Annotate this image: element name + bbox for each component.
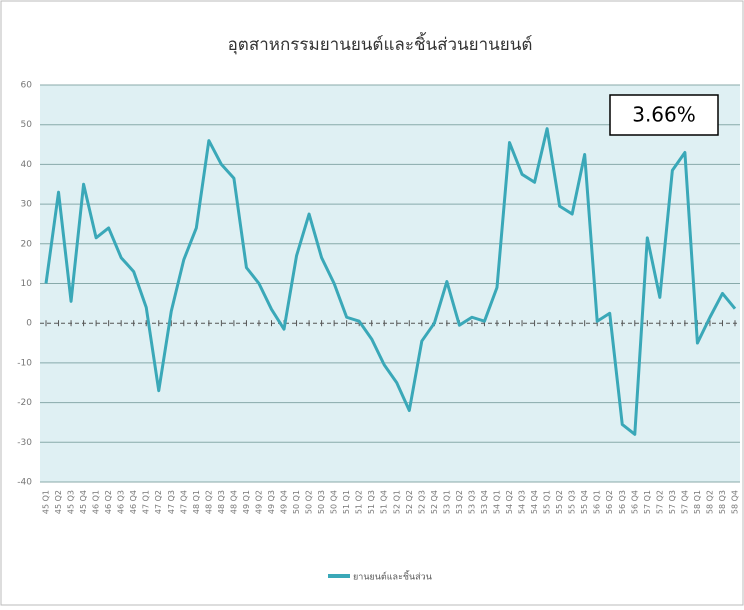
series-line — [44, 127, 737, 436]
y-tick-label: 50 — [21, 120, 33, 130]
x-tick-label: 52 Q1 — [392, 490, 401, 514]
x-tick-label: 52 Q3 — [417, 490, 426, 514]
y-tick-label: -30 — [17, 438, 32, 448]
x-tick-label: 54 Q1 — [492, 490, 501, 514]
x-tick-label: 47 Q2 — [154, 490, 163, 514]
y-tick-label: 0 — [26, 319, 32, 329]
x-tick-label: 55 Q4 — [580, 490, 589, 514]
x-tick-label: 58 Q4 — [731, 490, 740, 514]
x-tick-label: 47 Q4 — [179, 490, 188, 514]
annotation: 3.66% — [632, 103, 696, 127]
x-tick-label: 47 Q3 — [167, 490, 176, 514]
x-tick-label: 52 Q4 — [430, 490, 439, 514]
x-tick-label: 55 Q1 — [543, 490, 552, 514]
x-tick-label: 48 Q4 — [229, 490, 238, 514]
y-tick-label: -10 — [17, 358, 32, 368]
chart-title: อุตสาหกรรมยานยนต์และชิ้นส่วนยานยนต์ — [228, 32, 533, 55]
y-tick-label: -20 — [17, 398, 32, 408]
y-tick-label: 60 — [21, 81, 33, 91]
x-tick-label: 54 Q2 — [505, 490, 514, 514]
x-tick-label: 51 Q3 — [367, 490, 376, 514]
x-tick-label: 58 Q3 — [718, 490, 727, 514]
x-tick-label: 45 Q3 — [67, 490, 76, 514]
x-tick-label: 50 Q2 — [305, 490, 314, 514]
x-tick-label: 51 Q2 — [355, 490, 364, 514]
x-tick-label: 50 Q3 — [317, 490, 326, 514]
x-tick-label: 55 Q3 — [568, 490, 577, 514]
x-tick-label: 57 Q2 — [655, 490, 664, 514]
x-tick-label: 48 Q3 — [217, 490, 226, 514]
x-tick-label: 48 Q2 — [204, 490, 213, 514]
x-tick-label: 48 Q1 — [192, 490, 201, 514]
x-tick-label: 56 Q4 — [630, 490, 639, 514]
x-tick-label: 58 Q2 — [705, 490, 714, 514]
x-tick-label: 47 Q1 — [142, 490, 151, 514]
x-tick-label: 45 Q2 — [54, 490, 63, 514]
annotation-box — [609, 94, 719, 136]
x-tick-label: 57 Q1 — [643, 490, 652, 514]
x-tick-label: 54 Q4 — [530, 490, 539, 514]
y-tick-label: 10 — [21, 279, 33, 289]
x-tick-label: 49 Q3 — [267, 490, 276, 514]
x-tick-label: 49 Q1 — [242, 490, 251, 514]
x-tick-label: 49 Q4 — [280, 490, 289, 514]
x-tick-label: 53 Q2 — [455, 490, 464, 514]
x-tick-label: 46 Q3 — [117, 490, 126, 514]
legend-label: ยานยนต์และชิ้นส่วน — [353, 570, 432, 583]
x-tick-label: 51 Q1 — [342, 490, 351, 514]
x-tick-label: 58 Q1 — [693, 490, 702, 514]
x-tick-label: 46 Q1 — [92, 490, 101, 514]
x-tick-label: 46 Q2 — [104, 490, 113, 514]
x-tick-label: 53 Q1 — [442, 490, 451, 514]
x-tick-label: 53 Q3 — [467, 490, 476, 514]
x-tick-label: 46 Q4 — [129, 490, 138, 514]
y-tick-label: 20 — [21, 239, 33, 249]
x-tick-label: 54 Q3 — [518, 490, 527, 514]
x-tick-label: 56 Q1 — [593, 490, 602, 514]
x-tick-label: 49 Q2 — [254, 490, 263, 514]
x-tick-label: 57 Q4 — [680, 490, 689, 514]
x-tick-label: 52 Q2 — [405, 490, 414, 514]
x-tick-label: 53 Q4 — [480, 490, 489, 514]
x-tick-label: 51 Q4 — [380, 490, 389, 514]
x-tick-label: 50 Q1 — [292, 490, 301, 514]
x-tick-label: 45 Q4 — [79, 490, 88, 514]
y-tick-label: -40 — [17, 478, 32, 488]
x-tick-label: 57 Q3 — [668, 490, 677, 514]
x-tick-label: 56 Q3 — [618, 490, 627, 514]
x-tick-label: 45 Q1 — [42, 490, 51, 514]
x-tick-label: 55 Q2 — [555, 490, 564, 514]
y-tick-label: 30 — [21, 200, 33, 210]
x-tick-label: 50 Q4 — [330, 490, 339, 514]
y-tick-label: 40 — [21, 160, 33, 170]
x-tick-label: 56 Q2 — [605, 490, 614, 514]
